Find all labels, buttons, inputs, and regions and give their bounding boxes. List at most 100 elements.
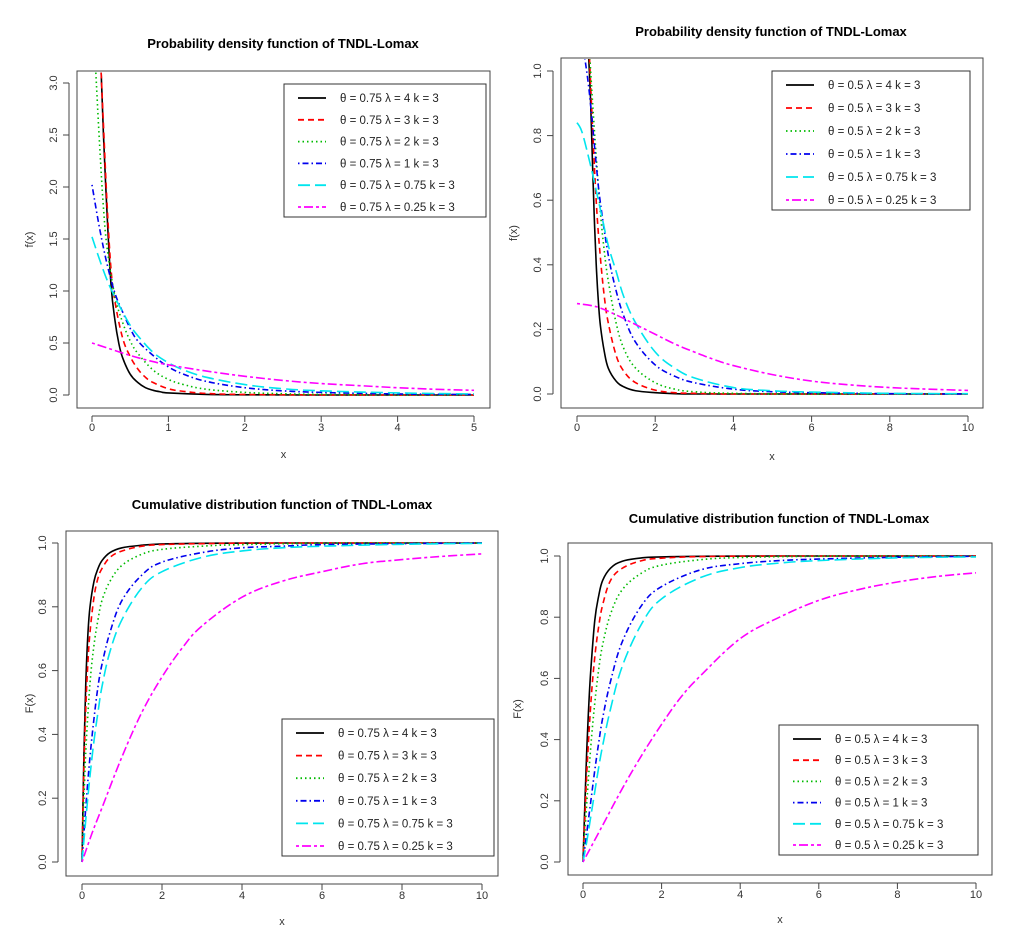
series-line [81,542,483,863]
chart-title: Probability density function of TNDL-Lom… [635,24,907,39]
legend-box [281,718,495,857]
legend-label: θ = 0.5 λ = 0.25 k = 3 [828,195,936,207]
series-line [582,556,977,863]
series-line [91,342,475,392]
legend-label: θ = 0.5 λ = 1 k = 3 [828,149,920,161]
legend-label: θ = 0.5 λ = 0.25 k = 3 [835,840,943,852]
series-line [81,542,482,863]
series-line [588,59,968,395]
legend-item: θ = 0.75 λ = 3 k = 3 [296,751,437,763]
plot-frame [567,542,993,876]
legend-item: θ = 0.5 λ = 3 k = 3 [793,755,927,767]
series-line [100,72,474,396]
legend-item: θ = 0.5 λ = 0.75 k = 3 [793,819,943,831]
x-tick-label: 4 [239,890,245,902]
legend-item: θ = 0.75 λ = 2 k = 3 [298,137,439,149]
legend-item: θ = 0.5 λ = 1 k = 3 [793,798,927,810]
x-tick-label: 8 [399,890,405,902]
y-tick-label: 2.0 [48,179,60,194]
x-tick-label: 10 [962,422,974,434]
x-axis-label: x [279,916,285,928]
x-axis: 0 1 2 3 4 5 [89,415,477,434]
legend-label: θ = 0.75 λ = 0.75 k = 3 [340,180,455,192]
y-axis: 0.0 0.2 0.4 0.6 0.8 1.0 [539,548,561,870]
series-line [95,72,475,396]
y-tick-label: 0.2 [539,793,551,808]
y-tick-label: 0.8 [539,610,551,625]
legend: θ = 0.5 λ = 4 k = 3 θ = 0.5 λ = 3 k = 3 θ … [771,70,971,211]
x-tick-label: 2 [242,422,248,434]
y-tick-label: 0.6 [532,193,544,208]
legend-label: θ = 0.75 λ = 0.25 k = 3 [340,202,455,214]
y-tick-label: 0.2 [37,791,49,806]
x-tick-label: 6 [816,889,822,901]
legend-label: θ = 0.75 λ = 1 k = 3 [338,796,437,808]
legend-label: θ = 0.5 λ = 0.75 k = 3 [835,819,943,831]
x-axis-label: x [281,449,287,461]
y-tick-label: 0.4 [539,732,551,747]
legend-label: θ = 0.75 λ = 3 k = 3 [340,115,439,127]
series-line [576,302,969,392]
y-axis-label: f(x) [508,225,520,241]
legend-item: θ = 0.5 λ = 0.25 k = 3 [793,840,943,852]
y-tick-label: 0.6 [539,671,551,686]
legend-label: θ = 0.75 λ = 2 k = 3 [340,137,439,149]
legend-label: θ = 0.75 λ = 1 k = 3 [340,158,439,170]
chart-title: Cumulative distribution function of TNDL… [629,511,930,526]
legend-item: θ = 0.75 λ = 4 k = 3 [296,728,437,740]
series-line [582,555,976,863]
legend-item: θ = 0.75 λ = 0.25 k = 3 [298,202,455,214]
legend-item: θ = 0.75 λ = 0.25 k = 3 [296,841,453,853]
x-axis-label: x [769,451,775,463]
legend-label: θ = 0.5 λ = 2 k = 3 [835,776,927,788]
series-group [576,59,969,395]
series-line [81,542,483,863]
legend-label: θ = 0.5 λ = 1 k = 3 [835,798,927,810]
x-tick-label: 0 [79,890,85,902]
y-axis: 0.0 0.5 1.0 1.5 2.0 2.5 3.0 [48,75,70,403]
x-tick-label: 3 [318,422,324,434]
legend-label: θ = 0.5 λ = 0.75 k = 3 [828,172,936,184]
legend-box [771,70,971,211]
plot-frame [76,70,491,409]
x-tick-label: 0 [574,422,580,434]
x-tick-label: 0 [89,422,95,434]
x-tick-label: 6 [809,422,815,434]
plot-frame [560,57,984,409]
series-line [582,555,977,863]
y-tick-label: 0.4 [37,727,49,742]
y-tick-label: 0.8 [37,599,49,614]
x-tick-label: 4 [730,422,736,434]
y-tick-label: 1.0 [37,535,49,550]
y-axis-label: F(x) [24,694,36,714]
legend-item: θ = 0.5 λ = 2 k = 3 [786,126,920,138]
legend-item: θ = 0.75 λ = 4 k = 3 [298,93,439,105]
x-tick-label: 5 [471,422,477,434]
y-tick-label: 3.0 [48,75,60,90]
x-tick-label: 8 [887,422,893,434]
y-tick-label: 0.0 [37,854,49,869]
legend-label: θ = 0.5 λ = 4 k = 3 [828,80,920,92]
y-tick-label: 0.5 [48,335,60,350]
legend-label: θ = 0.5 λ = 4 k = 3 [835,734,927,746]
legend-label: θ = 0.75 λ = 4 k = 3 [340,93,439,105]
legend-label: θ = 0.75 λ = 3 k = 3 [338,751,437,763]
legend: θ = 0.75 λ = 4 k = 3 θ = 0.75 λ = 3 k = 3… [283,83,487,218]
legend-label: θ = 0.75 λ = 4 k = 3 [338,728,437,740]
y-axis-label: F(x) [512,699,524,719]
legend-label: θ = 0.75 λ = 2 k = 3 [338,773,437,785]
x-tick-label: 10 [476,890,488,902]
legend-item: θ = 0.5 λ = 2 k = 3 [793,776,927,788]
legend-label: θ = 0.5 λ = 3 k = 3 [835,755,927,767]
x-tick-label: 6 [319,890,325,902]
legend-item: θ = 0.75 λ = 0.75 k = 3 [298,180,455,192]
y-tick-label: 2.5 [48,127,60,142]
x-axis: 0 2 4 6 8 10 [580,882,982,901]
y-tick-label: 1.0 [48,283,60,298]
legend-label: θ = 0.75 λ = 0.75 k = 3 [338,818,453,830]
x-tick-label: 0 [580,889,586,901]
legend: θ = 0.5 λ = 4 k = 3 θ = 0.5 λ = 3 k = 3 θ … [778,724,979,856]
legend-item: θ = 0.5 λ = 0.75 k = 3 [786,172,936,184]
series-group [91,72,475,396]
y-tick-label: 0.0 [532,386,544,401]
